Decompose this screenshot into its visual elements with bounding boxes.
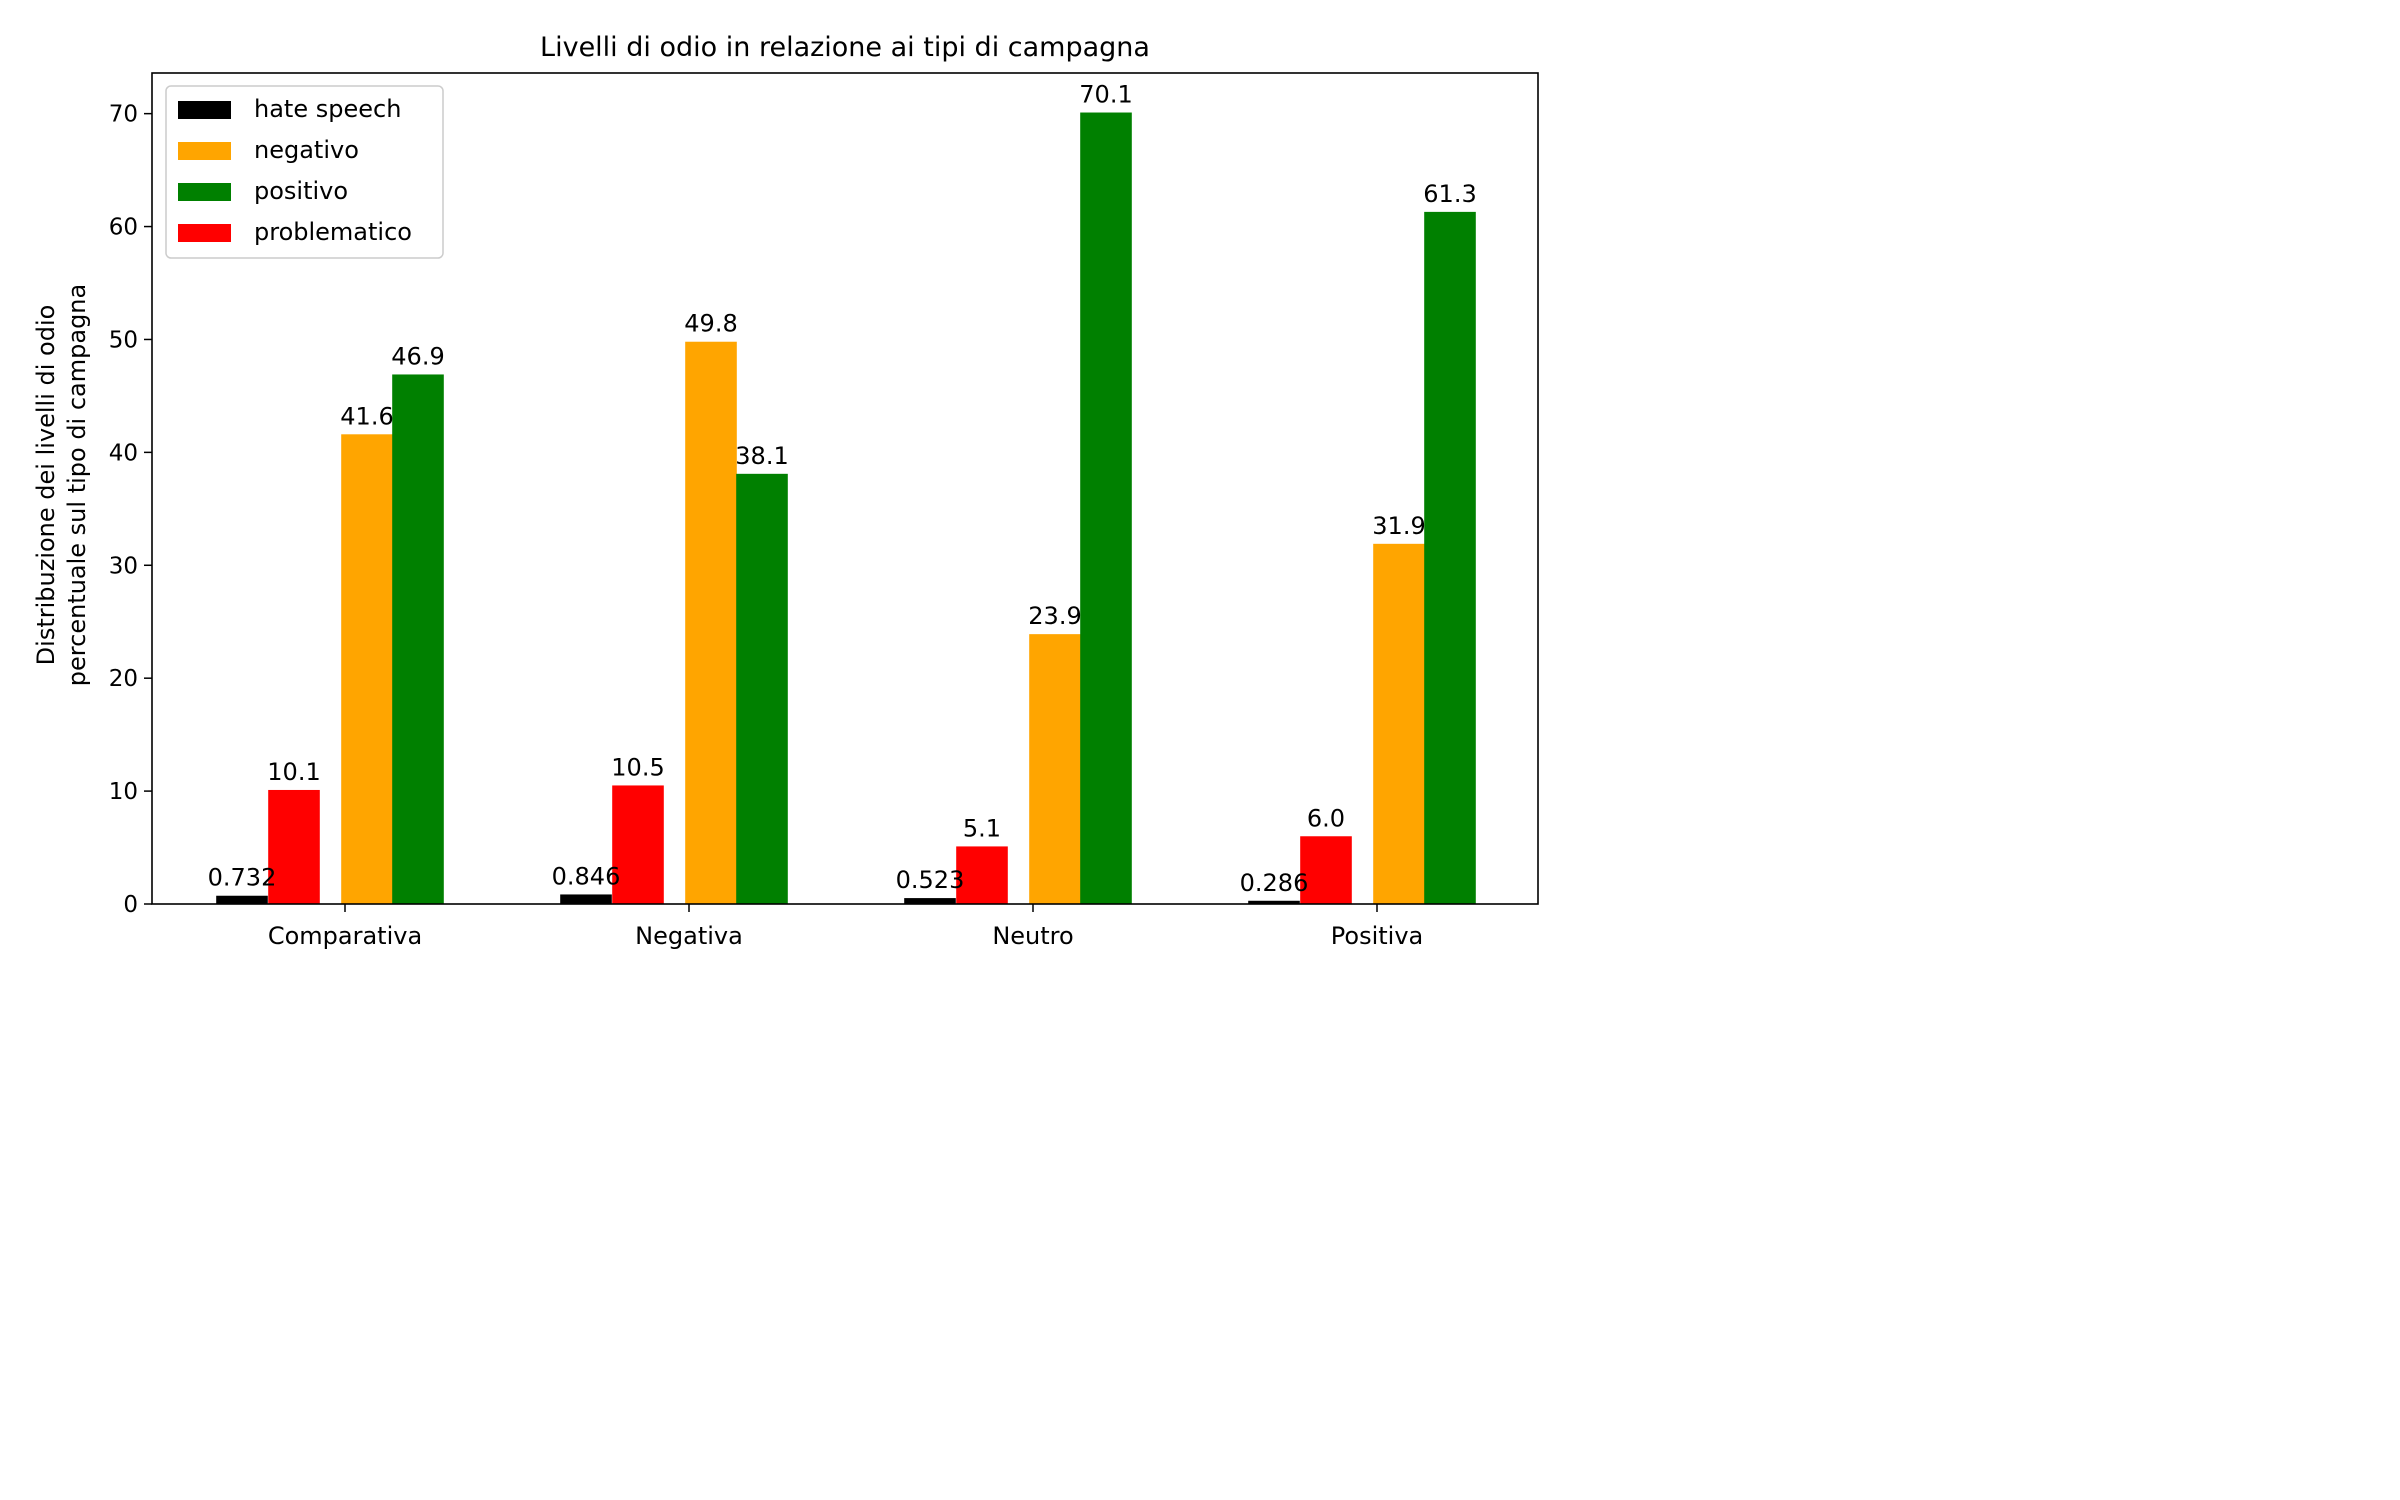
bar-positivo-comparativa (392, 374, 444, 905)
chart-figure: Livelli di odio in relazione ai tipi di … (0, 0, 1563, 977)
bar-negativo-negativa (685, 341, 737, 905)
bar-value-label: 70.1 (1079, 81, 1132, 109)
bar-value-label: 23.9 (1028, 602, 1081, 630)
bar-value-label: 10.1 (267, 758, 320, 786)
legend-swatch-problematico (178, 224, 231, 242)
bar-value-label: 38.1 (735, 442, 788, 470)
bar-chart: Livelli di odio in relazione ai tipi di … (32, 32, 1539, 950)
bar-value-label: 0.846 (552, 862, 621, 890)
bar-problematico-negativa (612, 785, 664, 904)
bar-value-label: 0.523 (896, 866, 965, 894)
x-tick-label: Negativa (635, 922, 743, 950)
bar-value-label: 31.9 (1372, 512, 1425, 540)
bar-value-label: 61.3 (1423, 180, 1476, 208)
y-axis-label-line-2: percentuale sul tipo di campagna (63, 284, 91, 686)
plot-frame (151, 72, 1539, 905)
y-tick-label: 10 (109, 779, 138, 805)
bar-positivo-negativa (736, 473, 788, 904)
bar-hate-speech-neutro (904, 898, 956, 904)
legend-swatch-hate-speech (178, 101, 231, 119)
y-axis-label-line-1: Distribuzione dei livelli di odio (32, 305, 60, 666)
legend-swatch-negativo (178, 142, 231, 160)
bar-negativo-comparativa (341, 434, 393, 904)
legend-label-positivo: positivo (254, 177, 348, 205)
legend-box (165, 85, 444, 259)
bar-hate-speech-positiva (1248, 900, 1300, 904)
x-tick-label: Positiva (1331, 922, 1423, 950)
bar-positivo-neutro (1080, 112, 1132, 904)
bar-positivo-positiva (1424, 211, 1476, 904)
bar-negativo-positiva (1373, 543, 1425, 904)
bar-value-label: 41.6 (340, 402, 393, 430)
y-tick-label: 20 (109, 666, 138, 692)
y-axis-label: Distribuzione dei livelli di odio percen… (32, 284, 91, 686)
chart-title: Livelli di odio in relazione ai tipi di … (540, 32, 1150, 63)
bar-hate-speech-negativa (560, 894, 612, 904)
bar-value-label: 6.0 (1307, 804, 1345, 832)
bar-labels-group: 0.732 0.846 0.523 0.286 10.1 10.5 5.1 6.0 41.6 49… (208, 81, 1477, 897)
legend-swatch-positivo (178, 183, 231, 201)
y-tick-label: 60 (109, 215, 138, 241)
bar-problematico-positiva (1300, 836, 1352, 904)
bar-problematico-comparativa (268, 789, 320, 904)
bar-hate-speech-comparativa (216, 895, 268, 904)
axes-group: 0 10 20 30 40 50 60 70 Comparativa Negativa Neutro… (109, 72, 1539, 950)
bar-problematico-neutro (956, 846, 1008, 904)
x-tick-label: Comparativa (268, 922, 422, 950)
bar-value-label: 0.732 (208, 864, 277, 892)
x-tick-label: Neutro (992, 922, 1073, 950)
bar-value-label: 0.286 (1240, 869, 1309, 897)
legend-label-hate-speech: hate speech (254, 95, 401, 123)
bar-value-label: 49.8 (684, 310, 737, 338)
bars-group (216, 112, 1476, 905)
legend-label-negativo: negativo (254, 136, 359, 164)
y-tick-label: 70 (109, 102, 138, 128)
y-tick-label: 40 (109, 440, 138, 466)
legend-label-problematico: problematico (254, 218, 412, 246)
bar-value-label: 5.1 (963, 814, 1001, 842)
y-tick-label: 0 (123, 892, 138, 918)
y-tick-label: 30 (109, 553, 138, 579)
bar-value-label: 10.5 (611, 753, 664, 781)
bar-value-label: 46.9 (391, 342, 444, 370)
legend: hate speech negativo positivo problematico (165, 85, 444, 259)
y-tick-label: 50 (109, 327, 138, 353)
bar-negativo-neutro (1029, 634, 1081, 904)
